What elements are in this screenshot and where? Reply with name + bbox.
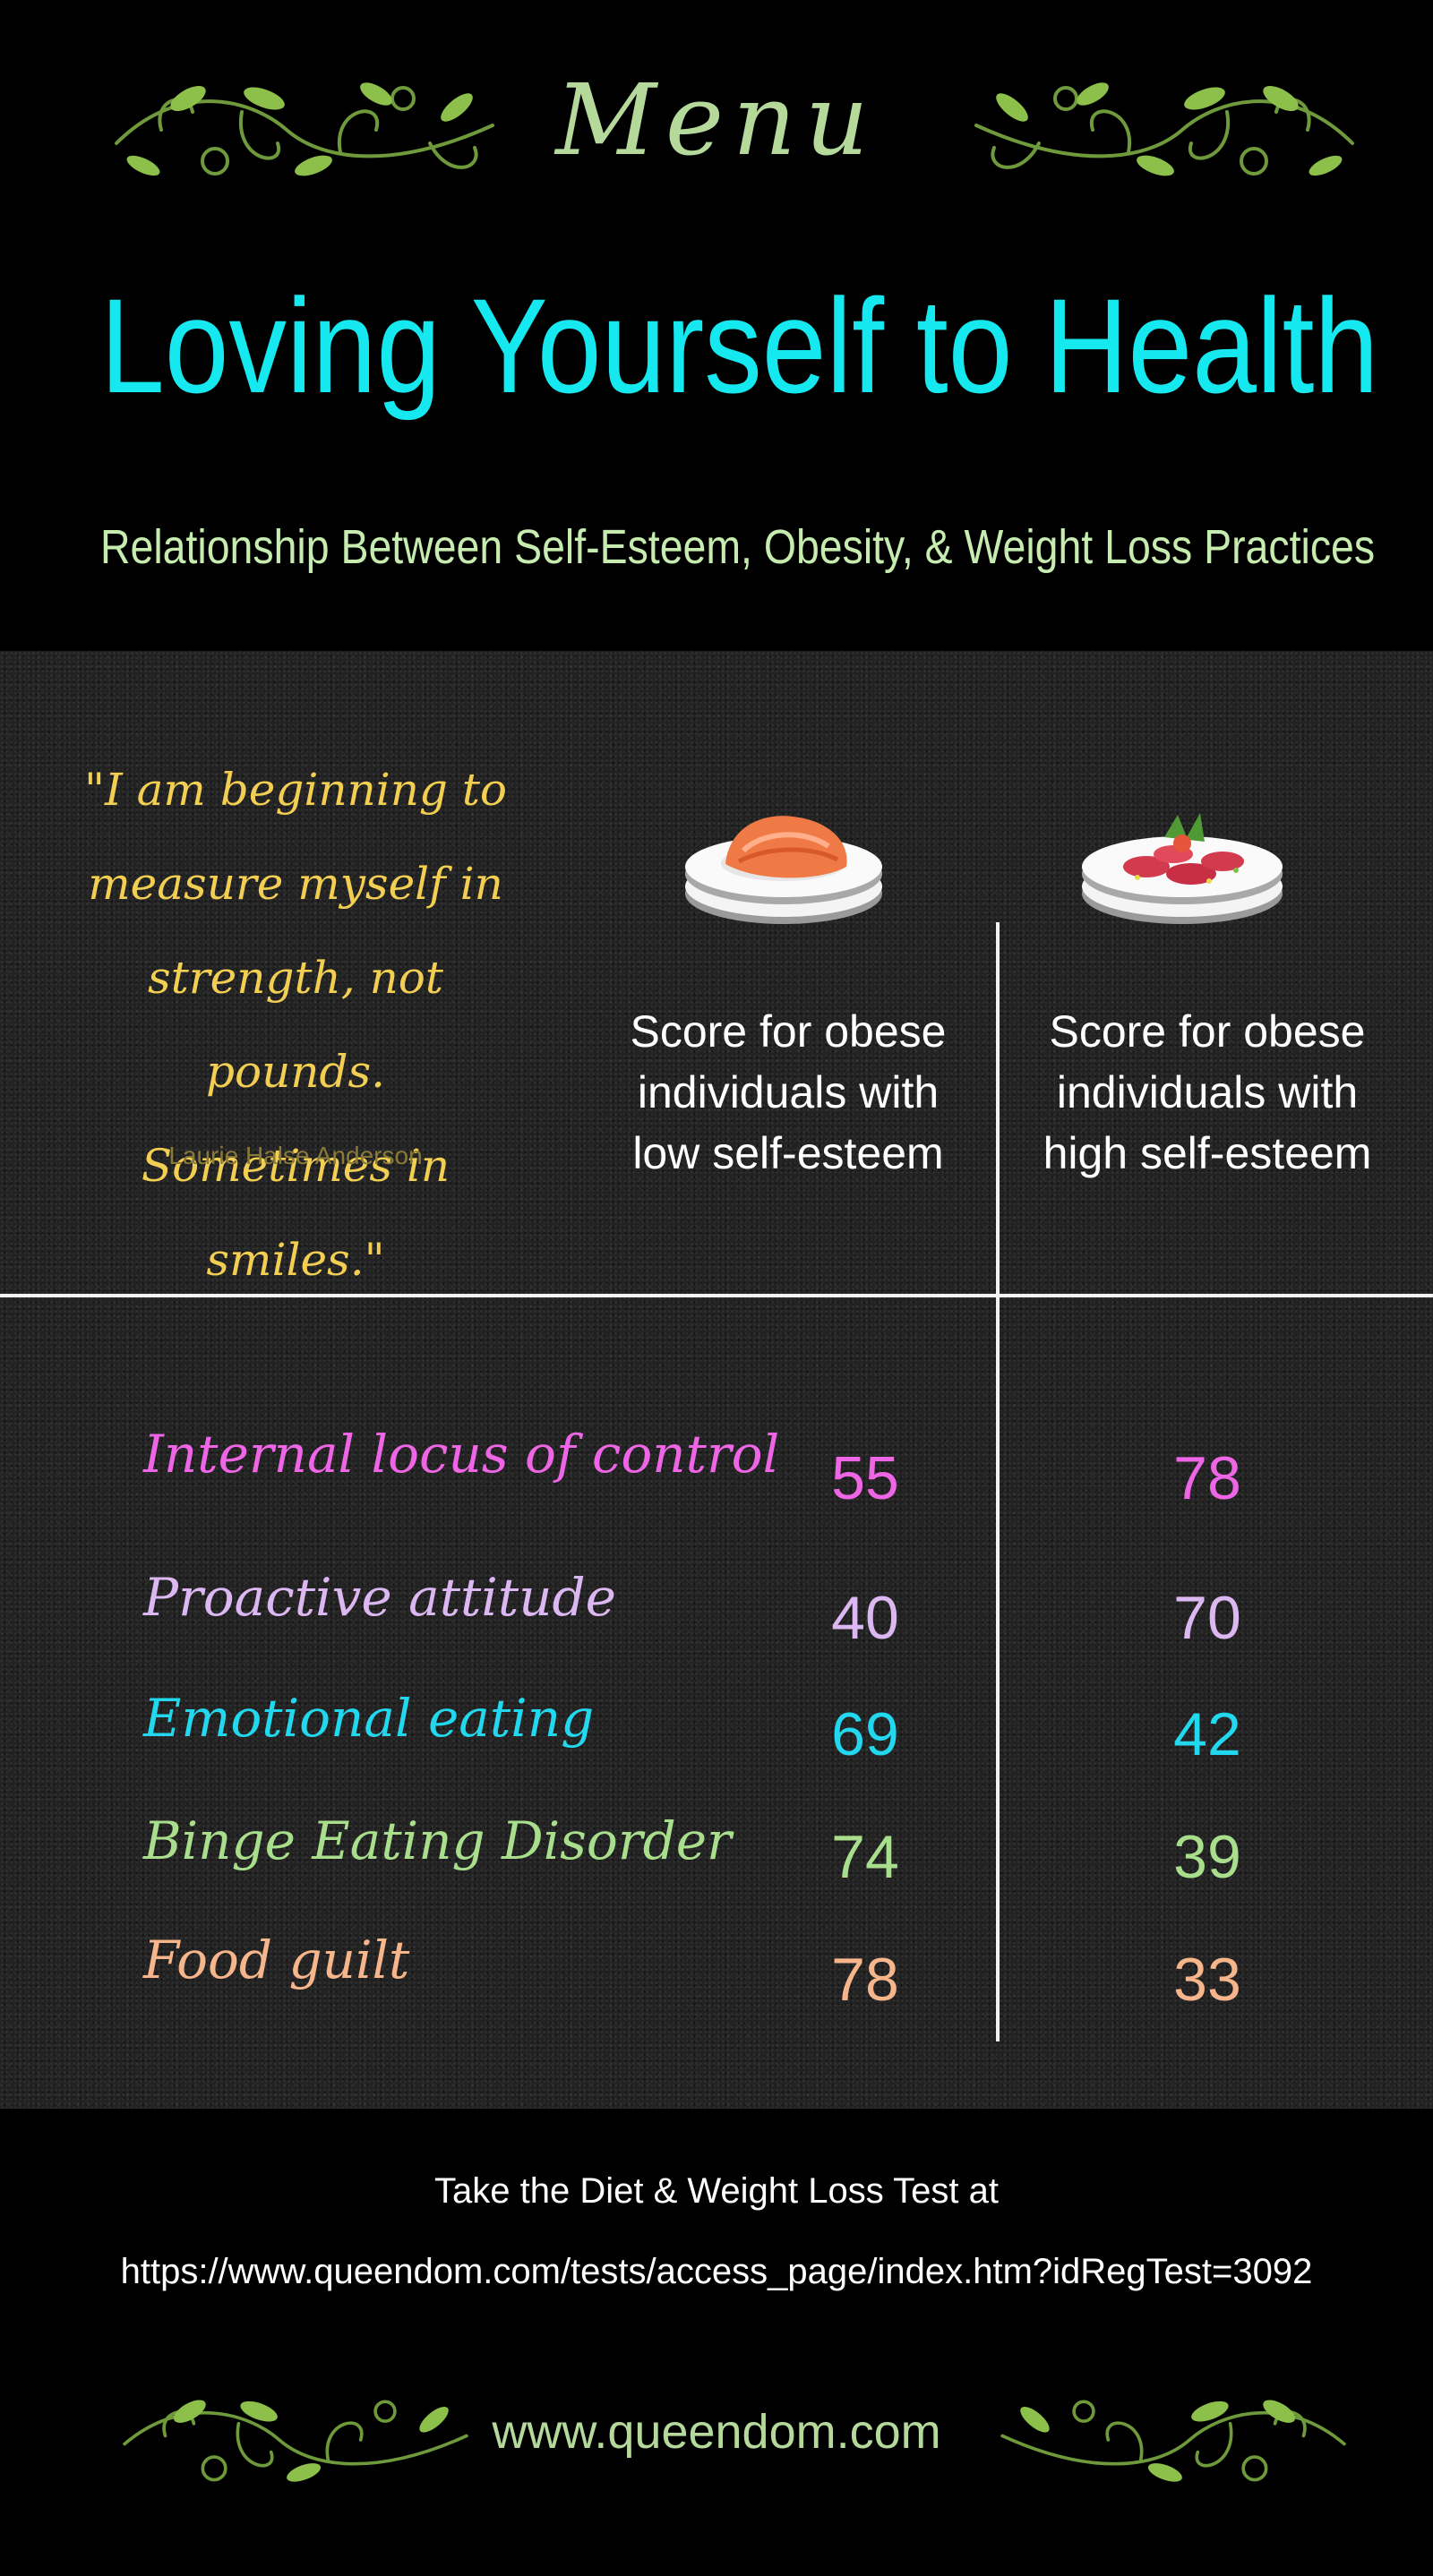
quote-block: "I am beginning to measure myself in str…: [63, 743, 528, 1307]
score-low: 69: [831, 1700, 899, 1768]
column-header-line: low self-esteem: [632, 1128, 944, 1178]
row-label-binge-eating: Binge Eating Disorder: [143, 1810, 732, 1871]
vine-ornament-icon: [1000, 2400, 1346, 2482]
cta-text: Take the Diet & Weight Loss Test at: [434, 2171, 999, 2211]
score-high: 78: [1173, 1444, 1241, 1512]
row-label-internal-locus: Internal locus of control: [143, 1424, 780, 1485]
score-high: 70: [1173, 1584, 1241, 1652]
test-link[interactable]: https://www.queendom.com/tests/access_pa…: [120, 2252, 1313, 2291]
quote-line: "I am beginning to: [83, 764, 508, 816]
column-header-high-self-esteem: Score for obese individuals with high se…: [1037, 1001, 1377, 1184]
row-label-proactive-attitude: Proactive attitude: [143, 1567, 616, 1628]
column-header-line: individuals with: [637, 1067, 940, 1117]
score-low: 78: [831, 1946, 899, 2014]
score-high: 42: [1173, 1700, 1241, 1768]
vine-ornament-icon: [115, 82, 494, 176]
score-low: 74: [831, 1823, 899, 1891]
vine-ornament-icon: [974, 82, 1354, 176]
salad-plate-icon: [1082, 813, 1283, 924]
row-label-food-guilt: Food guilt: [143, 1930, 410, 1990]
quote-author: Laurie Halse Anderson: [168, 1142, 423, 1169]
site-link[interactable]: www.queendom.com: [492, 2405, 941, 2459]
quote-line: measure myself in: [88, 858, 503, 910]
column-header-line: Score for obese: [630, 1006, 947, 1057]
score-high: 33: [1173, 1946, 1241, 2014]
menu-heading: Menu: [555, 63, 878, 177]
pasta-plate-icon: [685, 816, 882, 924]
score-low: 55: [831, 1444, 899, 1512]
column-header-line: high self-esteem: [1043, 1128, 1372, 1178]
row-label-emotional-eating: Emotional eating: [143, 1688, 595, 1749]
column-header-low-self-esteem: Score for obese individuals with low sel…: [618, 1001, 958, 1184]
score-high: 39: [1173, 1823, 1241, 1891]
vine-ornament-icon: [123, 2400, 468, 2482]
quote-line: Sometimes in smiles.": [141, 1140, 450, 1286]
column-header-line: Score for obese: [1049, 1006, 1366, 1057]
page-title: Loving Yourself to Health: [100, 270, 1379, 421]
quote-line: strength, not pounds.: [148, 952, 443, 1098]
column-header-line: individuals with: [1056, 1067, 1359, 1117]
footer: [0, 2109, 1433, 2576]
vertical-divider: [996, 922, 1000, 2041]
page-subtitle: Relationship Between Self-Esteem, Obesit…: [100, 520, 1376, 574]
horizontal-divider: [0, 1294, 1433, 1297]
score-low: 40: [831, 1584, 899, 1652]
